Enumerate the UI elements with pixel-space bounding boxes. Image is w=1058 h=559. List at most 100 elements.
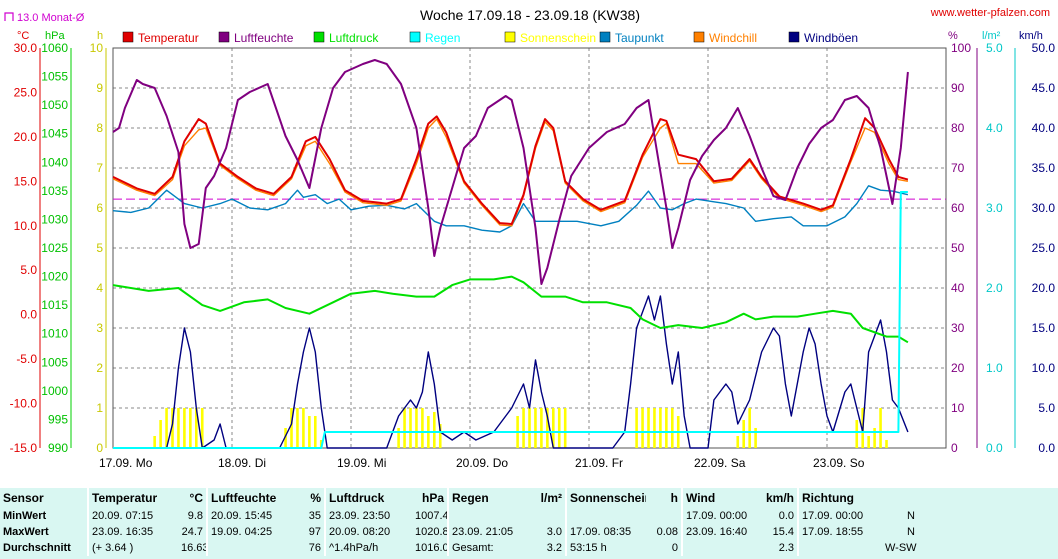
tick-day: 20.09. Do: [456, 456, 508, 470]
stats-cell-time: 23.09. 21:05: [452, 526, 514, 538]
stats-header-unit: %: [299, 488, 326, 508]
stats-header-unit: °C: [178, 488, 208, 508]
sunshine-bar: [171, 408, 174, 448]
tick-rain: 1.0: [986, 361, 1003, 375]
sunshine-bar: [308, 416, 311, 448]
tick-day: 22.09. Sa: [694, 456, 746, 470]
tick-temperature: 10.0: [14, 219, 38, 233]
tick-wind: 15.0: [1032, 321, 1056, 335]
unit-sunshine: h: [97, 30, 103, 42]
stats-row-label: MinWert: [0, 508, 89, 524]
stats-cell-time: 17.09. 00:00: [802, 510, 864, 522]
tick-sunshine: 3: [96, 321, 103, 335]
tick-wind: 30.0: [1032, 201, 1056, 215]
stats-cell-value: 0.08: [646, 524, 683, 540]
sunshine-bar: [885, 440, 888, 448]
stats-cell-time: [798, 540, 882, 556]
legend-label: Taupunkt: [615, 31, 664, 45]
legend-swatch: [504, 31, 516, 43]
stats-header-name: Wind: [686, 491, 716, 505]
tick-pressure: 1030: [41, 212, 68, 226]
sunshine-bar: [165, 408, 168, 448]
series: [112, 59, 946, 449]
sunshine-bar: [873, 428, 876, 448]
sunshine-bar: [563, 408, 567, 448]
tick-wind: 50.0: [1032, 41, 1056, 55]
legend-swatch: [693, 31, 705, 43]
stats-cell-value: 3.0: [530, 524, 567, 540]
unit-pressure: hPa: [45, 30, 65, 42]
tick-humidity: 40: [951, 281, 965, 295]
tick-day: 23.09. So: [813, 456, 865, 470]
stats-cell-time: 19.09. 04:25: [211, 526, 273, 538]
series-luftfeuchte-line: [112, 59, 909, 285]
sunshine-bar: [879, 408, 882, 448]
tick-day: 19.09. Mi: [337, 456, 386, 470]
stats-cell-time: 23.09. 23:50: [329, 510, 391, 522]
sunshine-bar: [409, 408, 412, 448]
tick-humidity: 10: [951, 401, 965, 415]
stats-header-unit: l/m²: [530, 488, 567, 508]
tick-humidity: 90: [951, 81, 965, 95]
legend: Temperatur Luftfeuchte Luftdruck Regen Sonne…: [122, 31, 858, 45]
tick-wind: 5.0: [1038, 401, 1055, 415]
tick-sunshine: 10: [90, 41, 104, 55]
tick-sunshine: 1: [96, 401, 103, 415]
legend-swatch: [313, 31, 325, 43]
sunshine-bar: [557, 408, 561, 448]
stats-cell-time: Gesamt:: [452, 542, 494, 554]
sunshine-bar: [540, 408, 543, 448]
tick-wind: 0.0: [1038, 441, 1055, 455]
tick-sunshine: 0: [96, 441, 103, 455]
sunshine-bar: [153, 436, 156, 448]
tick-wind: 20.0: [1032, 281, 1056, 295]
tick-humidity: 70: [951, 161, 965, 175]
sunshine-bar: [855, 420, 859, 448]
stats-cell-value: 35: [299, 508, 326, 524]
stats-cell-value: 1016.0: [412, 540, 449, 556]
stats-header-name: Sonnenschein: [570, 491, 646, 505]
unit-wind: km/h: [1019, 30, 1043, 42]
sunshine-bar: [546, 408, 549, 448]
sunshine-bar: [438, 424, 442, 448]
stats-cell-value: 9.8: [178, 508, 208, 524]
stats-row-label: Durchschnitt: [0, 540, 89, 556]
stats-row: MinWert 20.09. 07:15 9.8 20.09. 15:45 35 23.0…: [0, 508, 1058, 524]
stats-header-name: Luftdruck: [329, 491, 385, 505]
sunshine-bar: [665, 408, 668, 448]
legend-swatch: [122, 31, 134, 43]
tick-pressure: 995: [48, 412, 68, 426]
tick-sunshine: 7: [96, 161, 103, 175]
legend-label: Regen: [425, 31, 460, 45]
sunshine-bar: [635, 408, 638, 448]
legend-label: Temperatur: [138, 31, 199, 45]
tick-pressure: 1035: [41, 184, 68, 198]
series-windböen-line: [113, 295, 909, 449]
stats-cell-value: 0: [646, 540, 683, 556]
sunshine-bar: [659, 408, 662, 448]
stats-cell-time: 23.09. 16:35: [92, 526, 154, 538]
stats-cell-value: 24.7: [178, 524, 208, 540]
tick-pressure: 1015: [41, 298, 68, 312]
sunshine-bar: [748, 408, 751, 448]
tick-pressure: 1050: [41, 98, 68, 112]
tick-rain: 0.0: [986, 441, 1003, 455]
stats-panel: Sensor Temperatur °C Luftfeuchte% Luftdruck h…: [0, 488, 1058, 559]
stats-cell-time: 20.09. 07:15: [92, 510, 154, 522]
sunshine-bar: [397, 428, 400, 448]
sunshine-bar: [421, 408, 424, 448]
stats-cell-value: 2.3: [762, 540, 799, 556]
tick-humidity: 100: [951, 41, 971, 55]
tick-pressure: 1055: [41, 70, 68, 84]
legend-swatch: [599, 31, 611, 43]
tick-humidity: 0: [951, 441, 958, 455]
sunshine-bar: [183, 408, 186, 448]
month-avg-icon: [4, 12, 14, 21]
stats-cell-time: 53:15 h: [570, 542, 607, 554]
tick-temperature: -15.0: [10, 441, 38, 455]
stats-cell-value: [530, 508, 567, 524]
stats-cell-time: 20.09. 08:20: [329, 526, 391, 538]
sunshine-bar: [189, 408, 192, 448]
site-link[interactable]: www.wetter-pfalzen.com: [930, 7, 1050, 19]
stats-cell-value: W-SW: [885, 542, 917, 554]
